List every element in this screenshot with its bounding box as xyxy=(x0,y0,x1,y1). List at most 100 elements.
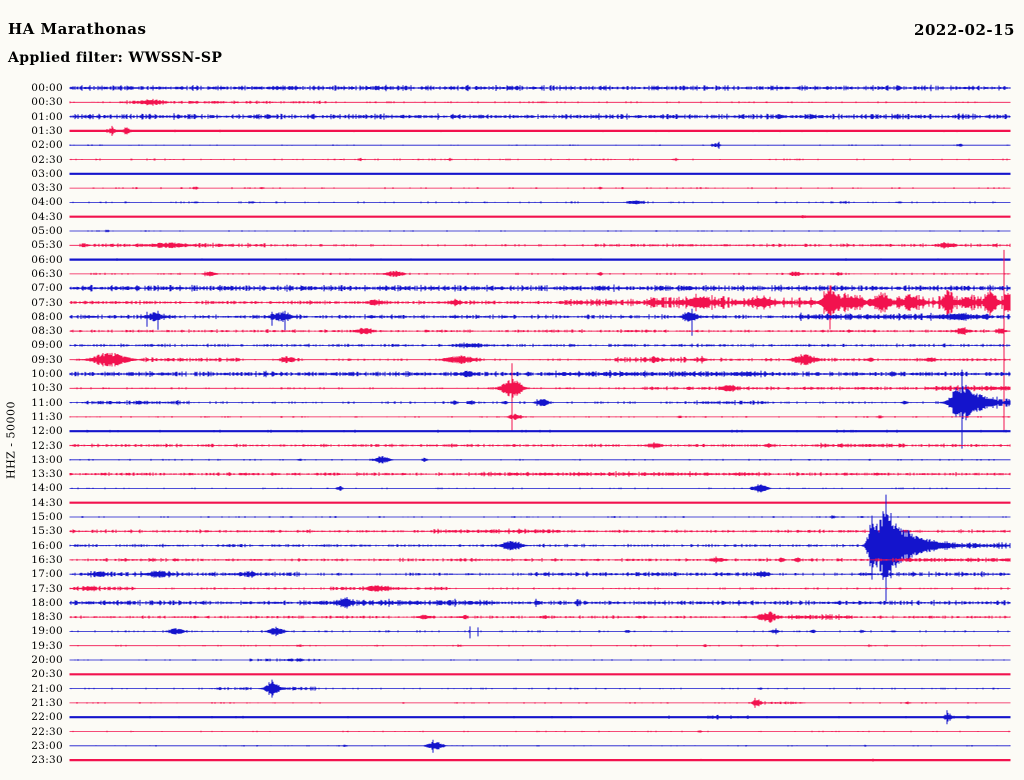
time-label: 14:30 xyxy=(31,496,63,509)
time-label: 00:30 xyxy=(31,96,63,109)
time-label: 17:30 xyxy=(31,582,63,595)
trace-row-1100 xyxy=(69,369,1011,449)
time-label: 16:30 xyxy=(31,553,63,566)
time-label: 08:30 xyxy=(31,325,63,338)
trace-row-2000 xyxy=(69,658,1011,662)
time-label: 11:00 xyxy=(31,396,63,409)
trace-row-0800 xyxy=(69,308,1011,336)
time-label: 13:30 xyxy=(31,468,63,481)
time-label: 15:30 xyxy=(31,525,63,538)
trace-row-2200 xyxy=(69,710,1011,725)
time-label: 10:30 xyxy=(31,382,63,395)
trace-row-0030 xyxy=(69,98,1011,106)
time-label: 20:00 xyxy=(31,654,63,666)
trace-row-0430 xyxy=(69,215,1011,219)
trace-row-0630 xyxy=(69,249,1011,287)
time-label: 02:00 xyxy=(31,139,63,152)
time-label: 15:00 xyxy=(31,511,63,523)
time-label: 14:00 xyxy=(31,482,63,495)
trace-row-1930 xyxy=(69,644,1011,648)
time-label: 04:00 xyxy=(31,196,63,209)
filter-label: Applied filter: WWSSN-SP xyxy=(8,50,223,66)
trace-row-1530 xyxy=(69,528,1011,535)
time-label: 07:30 xyxy=(31,296,63,309)
time-label: 21:00 xyxy=(31,682,63,695)
date-label: 2022-02-15 xyxy=(914,21,1015,39)
trace-row-1400 xyxy=(69,484,1011,493)
trace-row-1830 xyxy=(69,611,1011,623)
time-label: 06:30 xyxy=(31,267,63,280)
trace-row-2230 xyxy=(69,730,1011,733)
time-label: 17:00 xyxy=(31,568,63,581)
trace-row-1330 xyxy=(69,471,1011,478)
trace-row-1600 xyxy=(69,494,1011,602)
time-label: 21:30 xyxy=(31,696,63,709)
time-label: 00:00 xyxy=(31,82,63,94)
time-label: 22:00 xyxy=(31,711,63,724)
time-label: 19:30 xyxy=(31,639,63,652)
time-label: 23:00 xyxy=(31,739,63,752)
trace-row-0400 xyxy=(69,200,1011,205)
trace-row-0230 xyxy=(69,157,1011,162)
time-label: 02:30 xyxy=(31,153,63,166)
trace-row-0300 xyxy=(69,172,1011,175)
time-label: 04:30 xyxy=(31,210,63,223)
time-label: 08:00 xyxy=(31,310,63,323)
trace-row-1430 xyxy=(69,501,1011,504)
time-label: 12:00 xyxy=(31,425,63,438)
time-label: 01:30 xyxy=(31,124,63,137)
trace-row-0130 xyxy=(69,125,1011,136)
trace-row-1630 xyxy=(69,556,1011,564)
trace-row-0500 xyxy=(69,229,1011,233)
trace-row-0730 xyxy=(69,285,1011,431)
time-label: 11:30 xyxy=(31,410,63,423)
trace-row-1230 xyxy=(69,442,1011,449)
time-label: 19:00 xyxy=(31,625,63,638)
trace-row-1800 xyxy=(69,597,1011,609)
time-label: 09:00 xyxy=(31,339,63,352)
trace-row-1000 xyxy=(69,370,1011,378)
time-label: 06:00 xyxy=(31,253,63,266)
trace-row-2030 xyxy=(69,673,1011,676)
time-label: 05:30 xyxy=(31,239,63,252)
time-label: 16:00 xyxy=(31,539,63,552)
time-label: 10:00 xyxy=(31,368,63,380)
trace-row-0530 xyxy=(69,242,1011,249)
trace-row-1900 xyxy=(69,626,1011,639)
trace-row-0000 xyxy=(69,84,1011,92)
time-label: 18:00 xyxy=(31,596,63,609)
trace-row-0900 xyxy=(69,342,1011,349)
time-label: 03:30 xyxy=(31,182,63,195)
time-label: 13:00 xyxy=(31,453,63,466)
trace-row-0200 xyxy=(69,141,1011,149)
time-label: 22:30 xyxy=(31,725,63,738)
trace-row-0930 xyxy=(69,352,1011,367)
station-title: HA Marathonas xyxy=(8,20,147,38)
trace-row-0600 xyxy=(69,258,1011,261)
trace-row-2330 xyxy=(69,758,1011,762)
time-label: 23:30 xyxy=(31,754,63,767)
trace-row-1300 xyxy=(69,456,1011,464)
time-label: 07:00 xyxy=(31,282,63,295)
time-label: 01:00 xyxy=(31,110,63,123)
time-label: 05:00 xyxy=(31,225,63,237)
trace-row-1030 xyxy=(69,363,1011,432)
trace-row-1700 xyxy=(69,570,1011,578)
trace-row-1730 xyxy=(69,585,1011,592)
trace-row-0700 xyxy=(69,284,1011,292)
time-label: 20:30 xyxy=(31,668,63,681)
trace-row-2300 xyxy=(69,739,1011,753)
trace-row-1130 xyxy=(69,413,1011,420)
trace-row-2100 xyxy=(69,679,1011,698)
trace-row-0830 xyxy=(69,327,1011,335)
time-label: 12:30 xyxy=(31,439,63,452)
trace-row-1500 xyxy=(69,515,1011,519)
time-label: 03:00 xyxy=(31,167,63,180)
trace-row-1200 xyxy=(69,429,1011,433)
time-label: 09:30 xyxy=(31,353,63,366)
time-label: 18:30 xyxy=(31,611,63,624)
trace-row-0100 xyxy=(69,113,1011,120)
trace-row-0330 xyxy=(69,186,1011,190)
